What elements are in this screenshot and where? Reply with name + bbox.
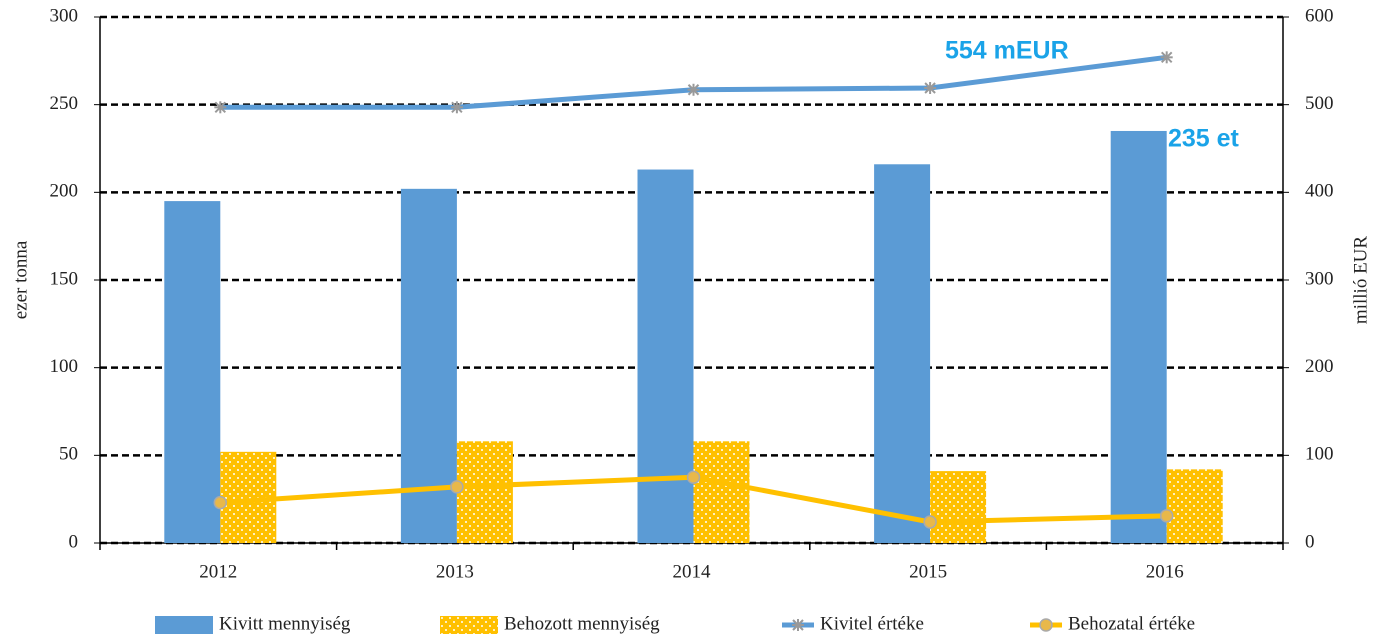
bar [1110,130,1167,543]
marker-stroke [792,619,804,631]
x-tick-label: 2015 [909,561,947,582]
y2-tick-label: 600 [1305,5,1334,26]
marker-stroke [687,84,700,96]
line-marker [924,82,937,95]
y-tick-label: 200 [50,181,79,202]
line-marker [1160,51,1173,64]
annotation: 554 mEUR [945,37,1069,65]
marker-stroke [924,82,936,94]
y2-tick-label: 100 [1305,444,1334,465]
marker-stroke [1160,51,1173,64]
y2-tick-label: 400 [1305,181,1334,202]
bar [400,188,457,543]
y2-tick-label: 0 [1305,531,1315,552]
y2-tick-label: 200 [1305,356,1334,377]
bar [874,164,931,543]
line-marker [687,83,700,96]
y-tick-label: 100 [50,356,79,377]
line-marker [1159,509,1174,523]
line-marker [213,495,228,510]
x-tick-label: 2016 [1146,561,1184,582]
annotation: 235 et [1168,125,1240,153]
legend-label: Kivitt mennyiség [219,613,351,634]
line-marker [686,470,701,484]
legend-label: Kivitel értéke [820,613,924,634]
legend-label: Behozatal értéke [1068,613,1195,634]
line-marker [450,101,463,114]
bar [164,201,221,543]
bar [456,441,513,543]
line-marker [923,515,937,529]
x-tick-label: 2014 [673,561,712,582]
bar [637,169,694,544]
bar [1166,469,1223,543]
y2-tick-label: 500 [1305,93,1334,114]
y-tick-label: 300 [50,5,79,26]
marker-stroke [214,101,227,114]
y-tick-label: 0 [69,531,79,552]
y2-tick-label: 300 [1305,268,1334,289]
x-tick-label: 2012 [199,561,237,582]
y-axis-label: ezer tonna [10,240,31,319]
y-tick-label: 150 [50,268,79,289]
legend-marker [1039,618,1053,632]
line-marker [214,101,227,114]
x-tick-label: 2013 [436,561,474,582]
bar [930,471,987,543]
bar [693,441,750,543]
y2-axis-label: millió EUR [1350,236,1371,324]
legend-marker [792,619,804,631]
legend-swatch [155,616,213,634]
line-marker [450,480,464,494]
y-tick-label: 50 [59,444,78,465]
y-tick-label: 250 [50,93,79,114]
legend-label: Behozott mennyiség [504,613,660,634]
legend-swatch [440,616,498,634]
marker-stroke [451,101,463,114]
line [220,54,1168,110]
